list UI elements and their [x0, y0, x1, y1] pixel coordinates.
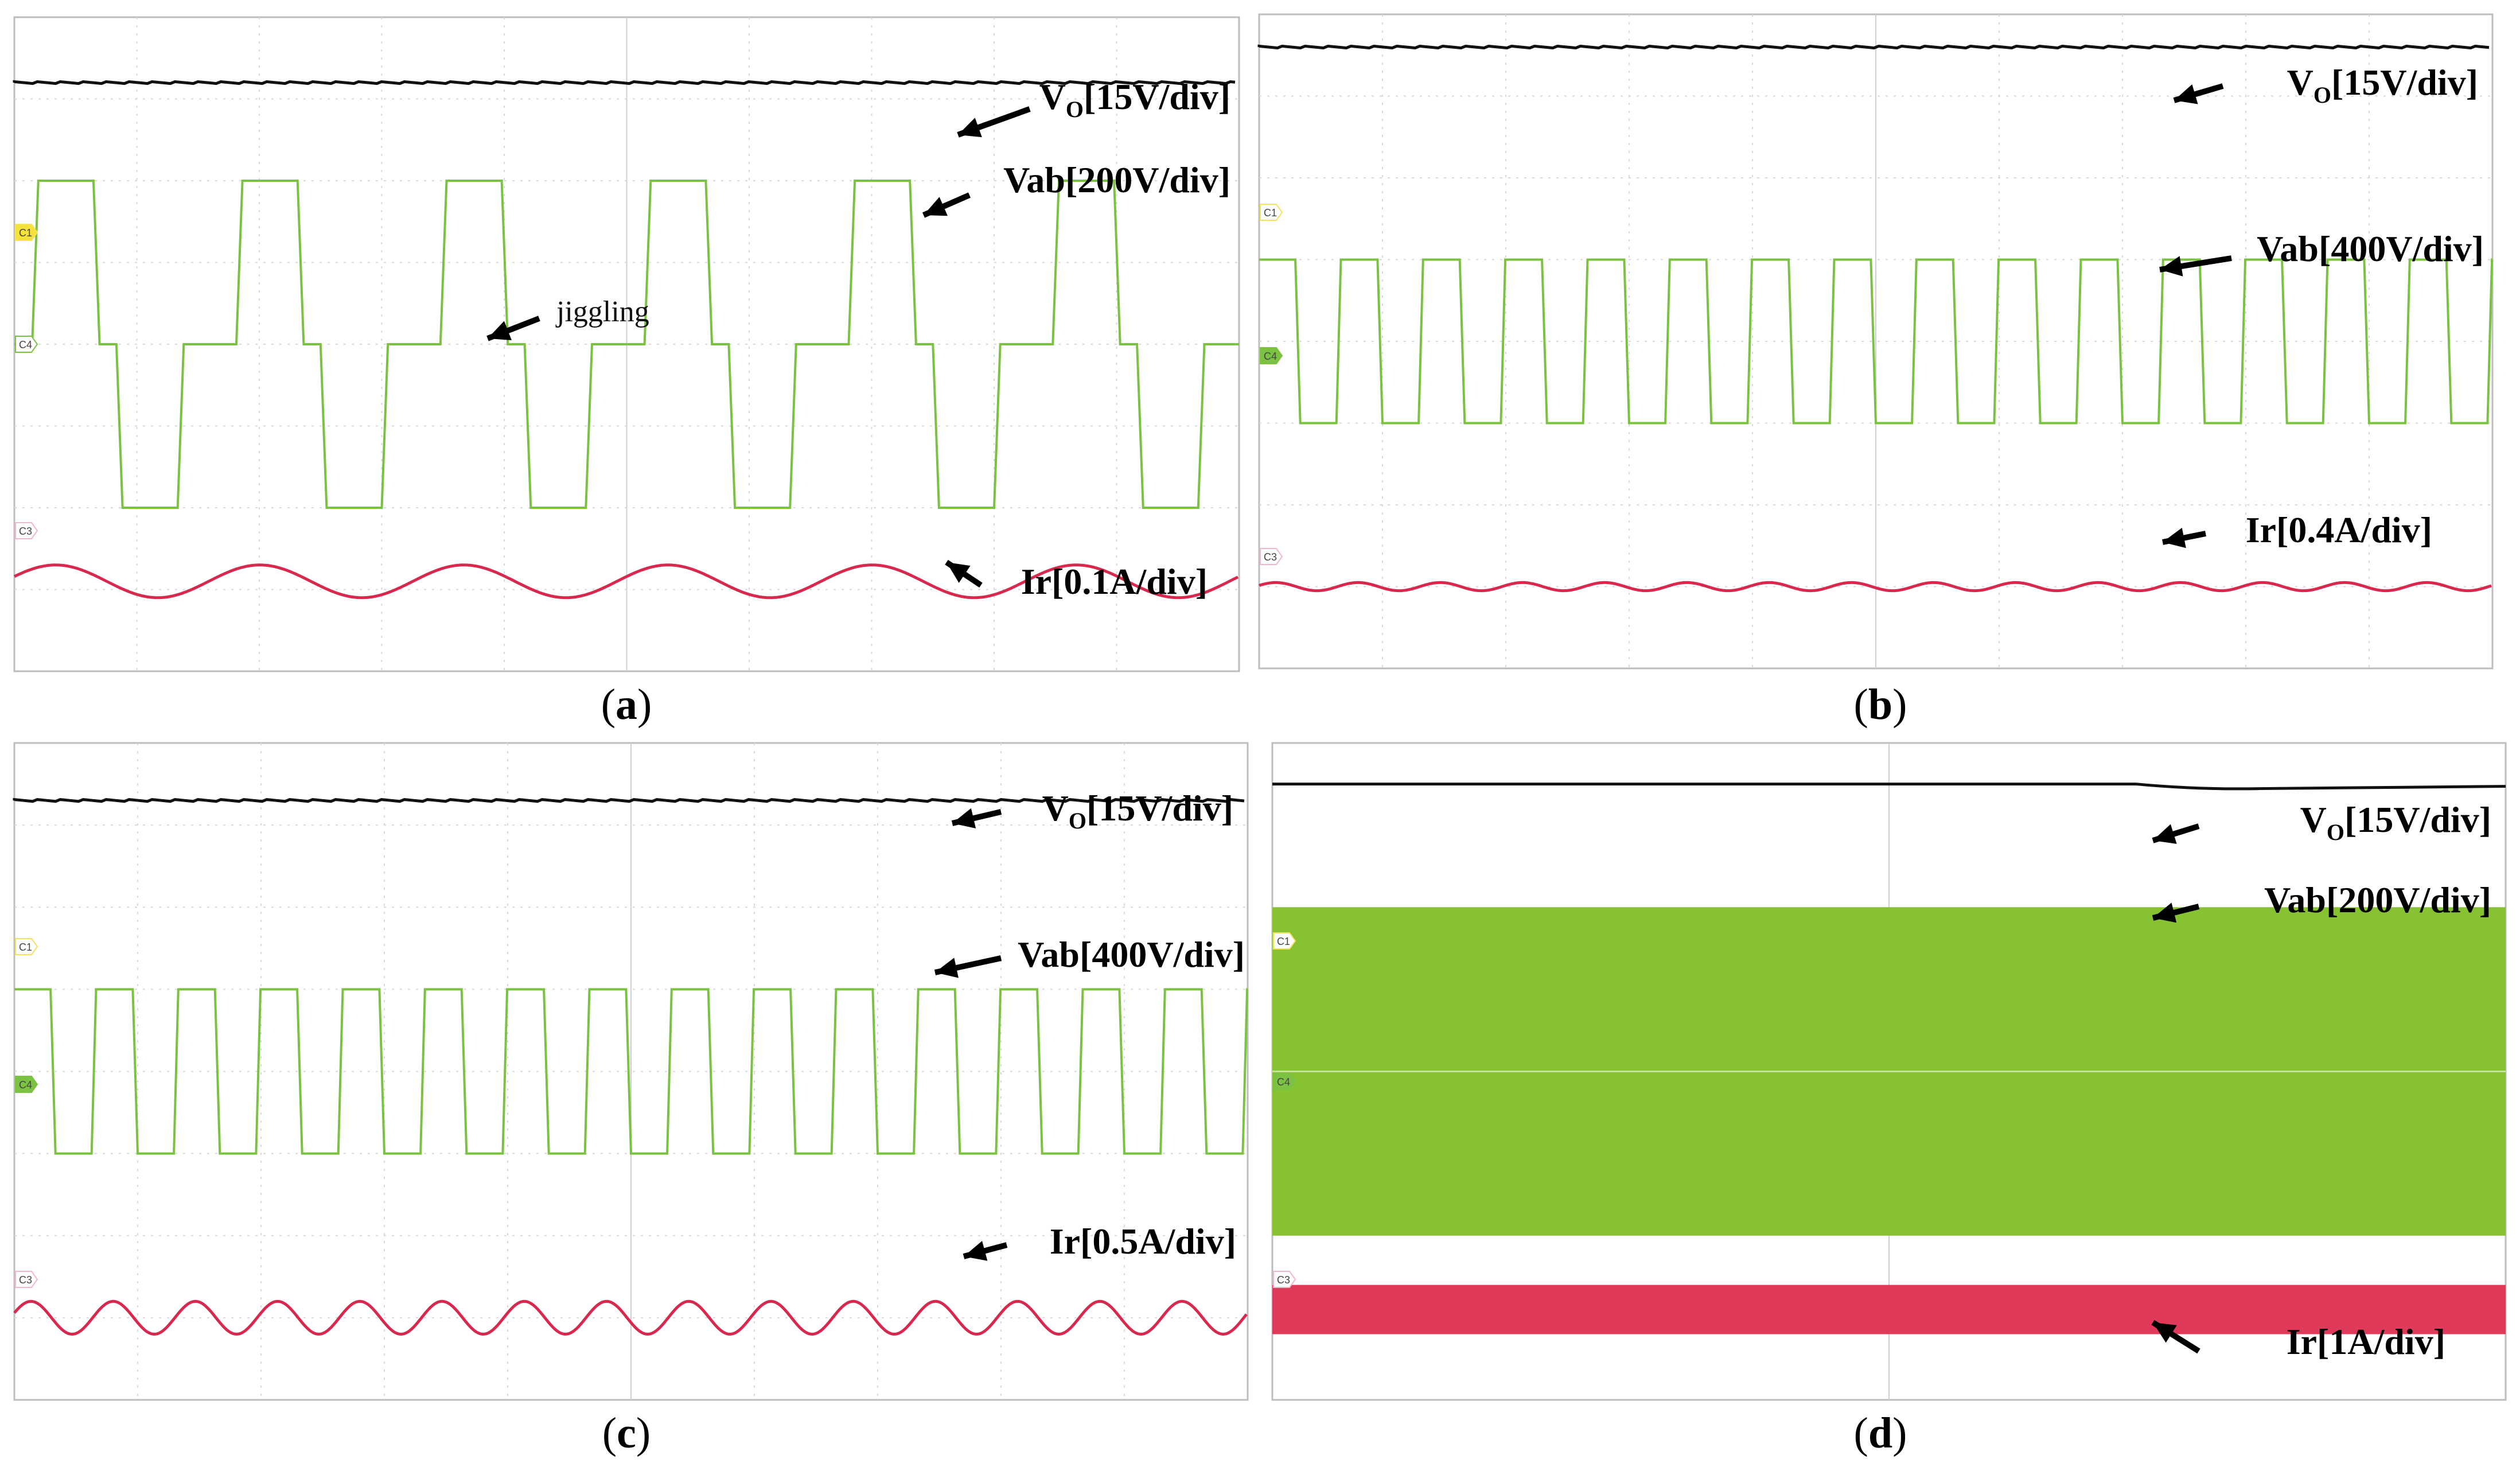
caption-b: (b) [1853, 680, 1907, 729]
panel-c: C1 C4 C3 VO[15V/div] Vab[400V/div] Ir[0.5A/di… [13, 742, 1249, 1401]
channel-marker-c3: C3 [1260, 548, 1283, 565]
arrow-head [2153, 1322, 2177, 1343]
trace-ir-0-5a-div- [13, 1299, 1248, 1336]
vab-arrow [2152, 902, 2200, 923]
trace-vo-15v-div- [13, 80, 1236, 85]
annotation-arrow [486, 316, 540, 341]
marker-tag [15, 938, 38, 955]
channel-marker-c3: C3 [15, 1271, 38, 1288]
caption-c: (c) [602, 1409, 651, 1457]
trace-vab-400v-div- [14, 988, 1249, 1155]
arrow-head [947, 562, 971, 583]
marker-tag [1260, 347, 1283, 364]
marker-label: C3 [1264, 551, 1277, 563]
channel-marker-c1: C1 [15, 224, 38, 241]
marker-label: C4 [19, 339, 32, 351]
marker-label: C1 [1264, 207, 1277, 219]
ir-label: Ir[0.5A/div] [1050, 1221, 1236, 1262]
arrow-head [488, 321, 512, 341]
vab-label: Vab[400V/div] [2257, 228, 2484, 269]
trace-vo-15v-div- [13, 797, 1245, 803]
trace-vab-200v-div- [14, 180, 1239, 509]
panel-d: C1 C4 C3 VO[15V/div] Vab[200V/div] Ir[1A/div] [1271, 742, 2507, 1401]
marker-tag [1273, 1073, 1296, 1090]
vo-label: VO[15V/div] [1042, 788, 1233, 834]
vab-arrow [922, 192, 971, 218]
scope-b: C1 C4 C3 VO[15V/div] Vab[400V/div] Ir[0.4A/di… [1257, 13, 2494, 670]
marker-tag [1273, 932, 1296, 950]
channel-marker-c3: C3 [15, 522, 38, 539]
marker-tag [15, 522, 38, 539]
ir-label: Ir[0.1A/div] [1021, 561, 1208, 602]
vo-arrow [2152, 823, 2200, 844]
marker-label: C3 [19, 526, 32, 537]
trace-vo-15v-div- [1257, 44, 2490, 50]
marker-label: C4 [19, 1079, 32, 1091]
channel-marker-c3: C3 [1273, 1271, 1296, 1288]
channel-marker-c4: C4 [15, 1076, 38, 1093]
arrow-head [2163, 527, 2186, 548]
marker-label: C3 [1277, 1274, 1290, 1286]
arrow-head [2174, 84, 2198, 104]
ir-arrow [963, 1240, 1008, 1261]
ir-label: Ir[0.4A/div] [2246, 509, 2432, 550]
arrow-head [2153, 902, 2177, 923]
marker-label: C4 [1264, 351, 1277, 362]
arrow-head [958, 118, 982, 138]
marker-tag [15, 224, 38, 241]
ir-arrow [945, 559, 983, 588]
ir-arrow [2162, 527, 2206, 548]
scope-d: C1 C4 C3 VO[15V/div] Vab[200V/div] Ir[1A/div] [1271, 742, 2507, 1401]
channel-marker-c1: C1 [1273, 932, 1296, 950]
ir-label: Ir[1A/div] [2287, 1321, 2445, 1362]
marker-label: C4 [1277, 1076, 1290, 1088]
vo-label: VO[15V/div] [2287, 62, 2478, 108]
panel-a: C1 C4 C3 VO[15V/div] Vab[200V/div] Ir[0.1A/di… [13, 16, 1240, 672]
marker-tag [1260, 548, 1283, 565]
marker-label: C1 [19, 941, 32, 953]
channel-marker-c1: C1 [1260, 204, 1283, 221]
vo-arrow [2173, 83, 2224, 104]
vab-label: Vab[200V/div] [2264, 880, 2491, 920]
arrow-head [924, 197, 948, 216]
vab-arrow [934, 955, 1002, 978]
channel-marker-c4: C4 [15, 336, 38, 353]
caption-a: (a) [601, 680, 652, 729]
scope-c: C1 C4 C3 VO[15V/div] Vab[400V/div] Ir[0.5A/di… [13, 742, 1249, 1401]
vo-arrow [957, 106, 1031, 138]
ir-arrow [2151, 1320, 2200, 1354]
annotation-label: jiggling [555, 295, 649, 328]
trace-ir-0-1a-div- [13, 563, 1239, 600]
vab-label: Vab[200V/div] [1003, 159, 1230, 200]
marker-label: C3 [19, 1274, 32, 1286]
marker-tag [15, 1271, 38, 1288]
vo-label: VO[15V/div] [1039, 76, 1230, 122]
vab-arrow [2159, 255, 2232, 277]
scope-a: C1 C4 C3 VO[15V/div] Vab[200V/div] Ir[0.1A/di… [13, 16, 1240, 672]
marker-tag [1273, 1271, 1296, 1288]
arrow-head [952, 808, 976, 828]
trace-ir-0-4a-div- [1259, 581, 2492, 593]
panel-b: C1 C4 C3 VO[15V/div] Vab[400V/div] Ir[0.4A/di… [1257, 13, 2494, 670]
vo-arrow [951, 808, 1002, 828]
channel-marker-c4: C4 [1273, 1073, 1296, 1090]
arrow-head [2153, 824, 2177, 844]
arrow-head [935, 958, 959, 978]
trace-ir-1a-div- [1272, 1285, 2506, 1334]
caption-d: (d) [1853, 1409, 1907, 1457]
marker-label: C1 [1277, 936, 1290, 947]
marker-label: C1 [19, 227, 32, 239]
trace-vab-400v-div- [1259, 258, 2494, 425]
vab-label: Vab[400V/div] [1018, 934, 1245, 975]
channel-marker-c4: C4 [1260, 347, 1283, 364]
arrow-head [2160, 256, 2183, 277]
arrow-head [964, 1240, 988, 1261]
channel-marker-c1: C1 [15, 938, 38, 955]
trace-vo-15v-div- [1272, 783, 2506, 791]
marker-tag [15, 1076, 38, 1093]
vo-label: VO[15V/div] [2300, 799, 2491, 845]
marker-tag [15, 336, 38, 353]
marker-tag [1260, 204, 1283, 221]
